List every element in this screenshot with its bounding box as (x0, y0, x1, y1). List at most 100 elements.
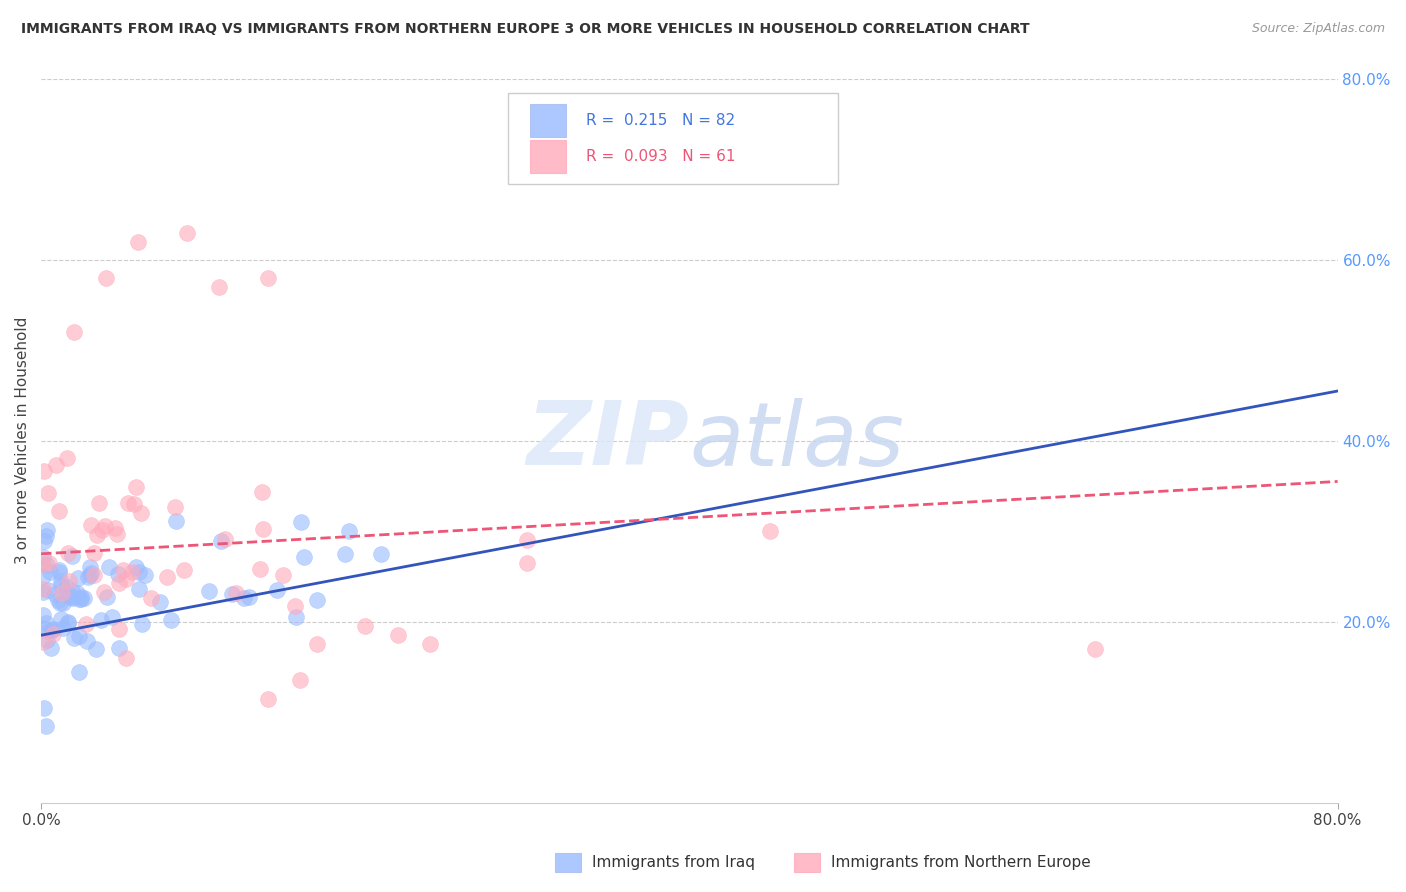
Point (134, 567, 156, 582)
Point (41, 641, 63, 656)
Text: Source: ZipAtlas.com: Source: ZipAtlas.com (1251, 22, 1385, 36)
Point (76, 634, 98, 648)
Point (128, 565, 150, 579)
Point (354, 619, 377, 633)
Point (44, 587, 66, 601)
Point (60, 591, 83, 606)
Point (79, 560, 101, 574)
Point (58, 574, 80, 588)
Point (96, 591, 118, 605)
Point (70, 590, 93, 604)
Point (333, 548, 356, 562)
Point (55, 580, 77, 594)
Point (31, 585, 53, 599)
Point (67, 665, 90, 679)
Point (70, 592, 93, 607)
Point (31, 557, 53, 571)
Point (94, 519, 117, 533)
Point (114, 572, 136, 586)
Point (107, 566, 129, 581)
Point (38, 557, 60, 571)
Point (77, 570, 100, 584)
Text: atlas: atlas (689, 398, 904, 483)
Point (266, 583, 288, 598)
Point (62, 325, 84, 339)
Point (257, 691, 280, 706)
Point (31, 634, 53, 648)
Point (49, 612, 72, 626)
Point (516, 533, 538, 548)
Point (159, 613, 181, 627)
Point (173, 563, 195, 577)
Point (35, 633, 58, 648)
Point (51, 578, 73, 592)
Point (176, 226, 198, 240)
Point (37, 624, 59, 638)
Point (34, 621, 56, 635)
Point (209, 533, 232, 548)
Point (79, 517, 101, 532)
Point (156, 570, 179, 584)
Text: Immigrants from Northern Europe: Immigrants from Northern Europe (831, 855, 1091, 870)
Point (55, 450, 77, 465)
Point (38, 565, 60, 579)
Point (104, 520, 127, 534)
Point (63, 631, 86, 645)
Point (41, 623, 63, 637)
Point (114, 650, 136, 665)
Point (149, 595, 172, 609)
Point (250, 484, 273, 499)
Point (31, 607, 53, 622)
Point (105, 527, 128, 541)
Point (41, 622, 63, 636)
Point (52, 621, 75, 635)
Point (337, 524, 360, 539)
Point (35, 524, 58, 538)
Point (112, 562, 135, 576)
Point (51, 585, 73, 599)
Point (75, 617, 97, 632)
Point (198, 584, 221, 599)
Point (58, 588, 80, 602)
Point (80, 566, 103, 581)
FancyBboxPatch shape (530, 104, 567, 136)
Point (73, 591, 96, 606)
Point (37, 486, 59, 500)
Point (34, 700, 56, 714)
Point (60, 591, 83, 605)
Point (60, 549, 83, 564)
Point (90, 613, 112, 627)
Point (290, 673, 312, 688)
Point (125, 560, 148, 574)
Point (107, 640, 129, 655)
Point (56, 615, 79, 630)
Point (84, 641, 107, 656)
Point (141, 591, 163, 605)
Point (208, 280, 231, 294)
Point (49, 574, 72, 588)
Point (370, 547, 392, 561)
Point (42, 627, 65, 641)
Point (307, 592, 329, 607)
Point (86, 528, 108, 542)
Point (67, 592, 90, 607)
Point (249, 562, 271, 576)
Point (221, 587, 243, 601)
Point (100, 610, 122, 624)
Point (122, 497, 145, 511)
Point (125, 480, 148, 494)
FancyBboxPatch shape (530, 140, 567, 173)
Point (31, 549, 53, 564)
Point (232, 591, 254, 606)
Point (48, 565, 70, 579)
Point (93, 585, 115, 599)
Point (87, 496, 110, 510)
Point (127, 235, 149, 249)
FancyBboxPatch shape (508, 94, 838, 184)
Text: ZIP: ZIP (527, 397, 689, 484)
Point (292, 550, 315, 565)
Point (271, 568, 294, 582)
Point (45, 458, 67, 472)
Point (35, 528, 58, 542)
Point (31, 582, 53, 596)
